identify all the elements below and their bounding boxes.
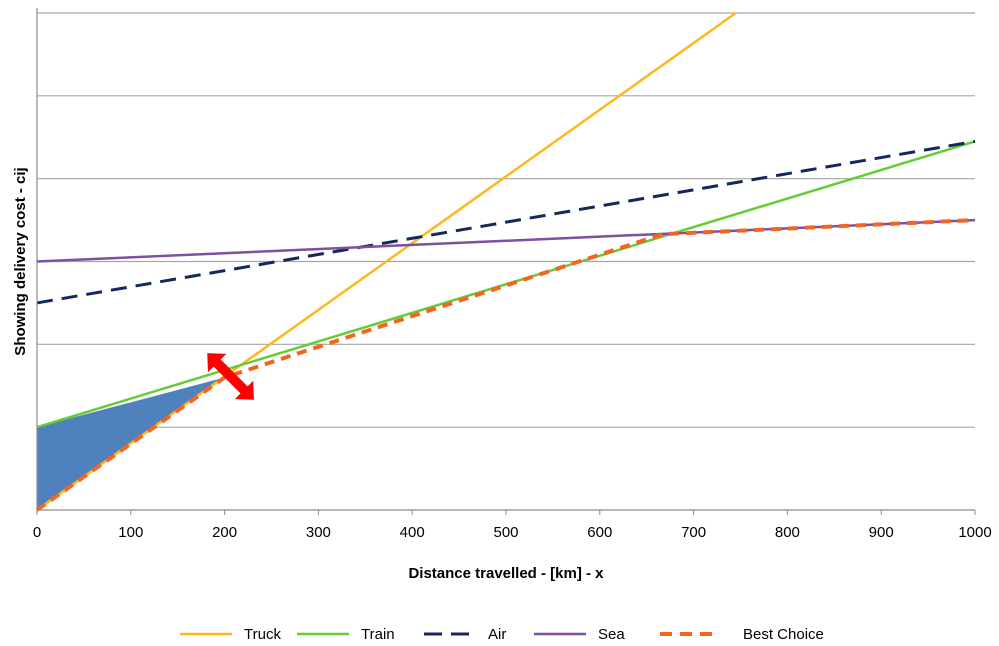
legend-label-sea: Sea: [598, 626, 625, 643]
x-tick-label: 100: [118, 524, 143, 541]
x-axis-title: Distance travelled - [km] - x: [408, 565, 604, 582]
x-tick-label: 400: [400, 524, 425, 541]
annotation-layer: [207, 353, 254, 400]
legend-label-air: Air: [488, 626, 506, 643]
double-arrow-icon: [207, 353, 254, 400]
legend-label-train: Train: [361, 626, 395, 643]
grid: [37, 12, 975, 428]
legend-label-truck: Truck: [244, 626, 281, 643]
series-line-best-choice: [35, 218, 976, 512]
x-tick-label: 500: [493, 524, 518, 541]
x-tick-label: 900: [869, 524, 894, 541]
series-line-train: [36, 140, 976, 429]
x-tick-label: 300: [306, 524, 331, 541]
x-tick-label: 0: [33, 524, 41, 541]
y-axis-title: Showing delivery cost - cij: [12, 167, 29, 355]
x-tick-label: 600: [587, 524, 612, 541]
double-arrow-shape: [207, 353, 254, 400]
legend: Truck Train Air Sea Best Choice: [180, 626, 824, 643]
x-tick-label: 700: [681, 524, 706, 541]
series-layer: [35, 11, 976, 512]
legend-label-best-choice: Best Choice: [743, 626, 824, 643]
series-line-air: [36, 139, 976, 305]
x-tick-label: 200: [212, 524, 237, 541]
x-tick-label: 800: [775, 524, 800, 541]
x-tick-label: 1000: [958, 524, 991, 541]
series-line-sea: [36, 218, 976, 263]
axes: 0 100 200 300 400 500 600 700 800 900 1000 Distance…: [12, 8, 992, 582]
